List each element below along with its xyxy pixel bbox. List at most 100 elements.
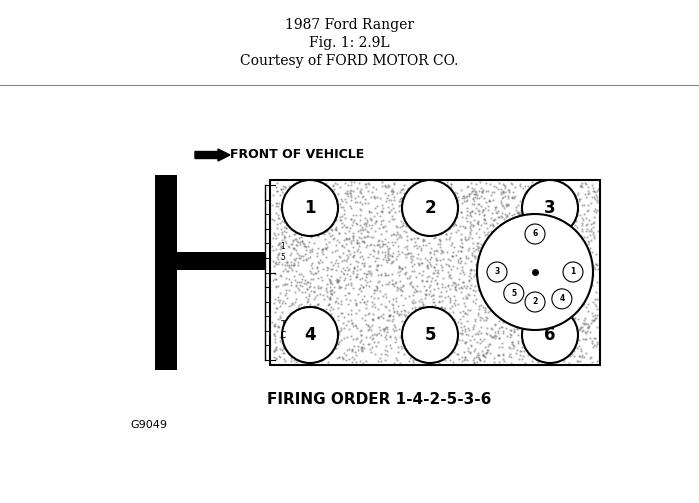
Point [351, 236, 362, 244]
Point [319, 235, 331, 243]
Point [329, 234, 340, 242]
Point [535, 312, 546, 320]
Point [465, 189, 476, 197]
Point [276, 227, 287, 235]
Point [268, 330, 280, 338]
Point [478, 258, 489, 266]
Point [468, 359, 480, 367]
Point [398, 204, 410, 212]
Point [394, 264, 405, 272]
Point [432, 208, 443, 216]
Point [448, 292, 459, 300]
Point [389, 339, 401, 347]
Point [352, 272, 363, 280]
Point [365, 249, 376, 258]
Point [469, 197, 480, 205]
Point [392, 302, 403, 310]
Point [466, 249, 477, 257]
Point [477, 352, 489, 360]
Point [551, 230, 562, 238]
Point [270, 231, 281, 239]
Point [485, 252, 496, 260]
Point [275, 245, 286, 254]
Point [301, 320, 312, 328]
Point [440, 348, 451, 356]
Point [331, 236, 343, 244]
Point [295, 210, 306, 218]
Point [482, 324, 493, 332]
Point [305, 225, 317, 233]
Point [466, 274, 477, 282]
Point [492, 291, 503, 299]
Point [532, 279, 543, 287]
Point [575, 239, 586, 247]
Point [435, 288, 447, 296]
Point [565, 296, 577, 304]
Point [504, 245, 515, 253]
Point [579, 179, 591, 187]
Point [340, 235, 352, 243]
Point [310, 318, 321, 326]
Point [341, 263, 352, 271]
Point [576, 295, 587, 303]
Point [570, 202, 581, 210]
Point [416, 228, 427, 236]
Point [505, 294, 516, 302]
Point [435, 240, 446, 248]
Point [370, 342, 381, 350]
Point [403, 208, 415, 216]
Point [473, 244, 484, 253]
Point [386, 196, 397, 204]
Point [387, 230, 398, 238]
Point [472, 328, 483, 337]
Point [312, 210, 323, 218]
Point [519, 287, 531, 295]
Point [492, 254, 503, 262]
Point [564, 291, 575, 299]
Point [275, 204, 287, 212]
Point [433, 185, 445, 193]
Text: 4: 4 [559, 294, 565, 303]
Point [435, 292, 446, 300]
Point [325, 286, 336, 294]
Point [361, 220, 372, 228]
Point [304, 215, 315, 223]
Point [484, 197, 495, 205]
Point [468, 323, 479, 331]
Point [308, 329, 319, 337]
Point [417, 259, 428, 267]
Point [406, 282, 417, 290]
Point [440, 208, 451, 216]
Point [326, 332, 337, 341]
Point [296, 320, 308, 328]
Point [524, 188, 535, 196]
Point [373, 261, 384, 269]
Point [580, 180, 591, 188]
Point [358, 233, 369, 241]
Point [428, 188, 440, 196]
Point [485, 280, 496, 288]
Point [580, 227, 591, 235]
Point [474, 194, 485, 202]
Point [556, 297, 567, 305]
Point [325, 306, 336, 314]
Point [291, 188, 303, 196]
Point [533, 239, 544, 247]
Point [360, 273, 371, 281]
Point [568, 347, 579, 355]
Point [400, 250, 411, 258]
Point [591, 323, 603, 331]
Point [280, 183, 291, 191]
Point [327, 220, 338, 228]
Point [442, 340, 453, 348]
Point [359, 196, 370, 204]
Point [380, 290, 391, 298]
Point [531, 229, 542, 237]
Point [387, 200, 398, 208]
Point [317, 341, 329, 349]
Text: 2: 2 [424, 199, 435, 217]
Point [387, 276, 398, 284]
Point [587, 223, 598, 231]
Point [470, 345, 481, 353]
Point [473, 220, 484, 228]
